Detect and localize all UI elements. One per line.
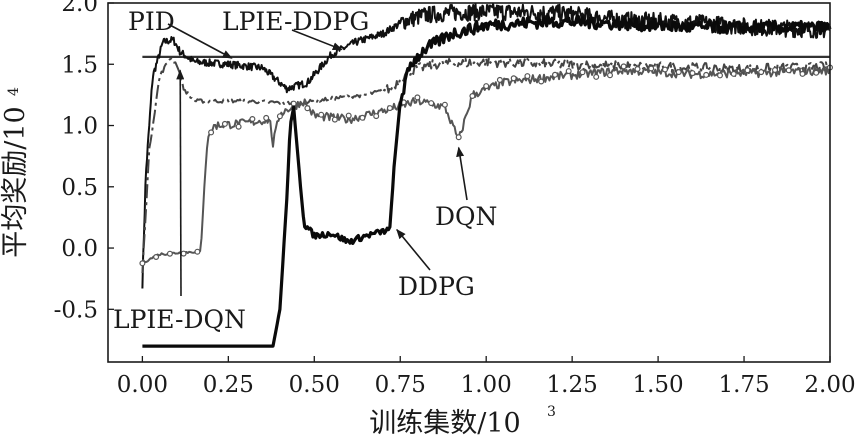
series-marker xyxy=(166,250,173,257)
x-tick-label: 0.50 xyxy=(289,372,340,398)
annotation-arrow xyxy=(167,23,233,59)
series-marker xyxy=(799,70,806,77)
series-marker xyxy=(386,105,393,112)
x-tick-label: 0.75 xyxy=(375,372,426,398)
y-tick-label: -0.5 xyxy=(54,297,98,323)
series-marker xyxy=(483,83,490,90)
annotation-label: DQN xyxy=(435,202,497,231)
series-marker xyxy=(276,113,283,120)
series-marker xyxy=(180,250,187,257)
annotation-arrow xyxy=(176,69,185,297)
series-marker xyxy=(771,66,778,73)
series-marker xyxy=(661,66,668,73)
annotation-ddpg: DDPG xyxy=(396,228,475,301)
series-marker xyxy=(703,71,710,78)
axis-layer: 0.00 0.25 0.50 0.75 1.00 1.25 1.50 1.75 2.00 -0.5… xyxy=(54,0,856,398)
series-marker xyxy=(359,114,366,121)
series-marker xyxy=(510,75,517,82)
series-marker xyxy=(331,116,338,123)
y-tick-label: 0.5 xyxy=(61,175,98,201)
series-marker xyxy=(373,113,380,120)
series-marker xyxy=(318,111,325,118)
y-tick-label: 1.5 xyxy=(61,52,98,78)
series-marker xyxy=(648,65,655,72)
series-marker xyxy=(524,73,531,80)
series-marker xyxy=(221,120,228,127)
x-tick-label: 1.75 xyxy=(718,372,769,398)
series-marker xyxy=(730,70,737,77)
annotation-arrow xyxy=(456,146,468,201)
series-line xyxy=(141,2,831,289)
series-marker xyxy=(441,101,448,108)
y-tick-label: 2.0 xyxy=(61,0,98,17)
annotation-lpie-dqn: LPIE-DQN xyxy=(113,69,246,334)
x-tick-label: 2.00 xyxy=(804,372,855,398)
series-lpie-dqn xyxy=(141,56,831,274)
x-tick-label: 1.25 xyxy=(547,372,598,398)
series-marker xyxy=(469,92,476,99)
annotation-pid: PID xyxy=(128,7,233,59)
y-axis-exponent: 4 xyxy=(6,87,22,96)
x-tick-label: 0.00 xyxy=(117,372,168,398)
x-axis-title: 训练集数/10 xyxy=(369,408,520,439)
series-marker xyxy=(153,254,160,261)
x-axis-exponent: 3 xyxy=(547,404,556,420)
x-tick-label: 1.50 xyxy=(632,372,683,398)
series-marker xyxy=(579,69,586,76)
series-lpie-ddpg xyxy=(141,2,831,289)
series-line xyxy=(141,56,831,274)
series-marker xyxy=(194,248,201,255)
series-marker xyxy=(620,63,627,70)
y-tick-label: 1.0 xyxy=(61,114,98,140)
annotation-lpie-ddpg: LPIE-DDPG xyxy=(222,7,369,51)
series-marker xyxy=(235,123,242,130)
series-line xyxy=(141,65,831,264)
series-marker xyxy=(785,67,792,74)
series-marker xyxy=(606,72,613,79)
series-marker xyxy=(538,78,545,85)
plot-frame xyxy=(107,2,831,363)
series-marker xyxy=(290,100,297,107)
series-marker xyxy=(551,71,558,78)
series-dqn xyxy=(139,63,833,267)
series-marker xyxy=(565,68,572,75)
annotation-label: LPIE-DQN xyxy=(113,305,246,334)
x-tick-label: 1.00 xyxy=(461,372,512,398)
series-marker xyxy=(304,105,311,112)
y-axis-title: 平均奖励/10 xyxy=(0,106,31,257)
x-tick-label: 0.25 xyxy=(203,372,254,398)
series-marker xyxy=(455,134,462,141)
series-marker xyxy=(689,70,696,77)
annotation-label: PID xyxy=(128,7,175,36)
series-marker xyxy=(208,129,215,136)
series-layer xyxy=(139,2,833,348)
series-marker xyxy=(263,114,270,121)
annotation-label: LPIE-DDPG xyxy=(222,7,369,36)
annotation-dqn: DQN xyxy=(435,146,497,231)
series-marker xyxy=(345,112,352,119)
series-marker xyxy=(414,94,421,101)
series-marker xyxy=(593,73,600,80)
series-marker xyxy=(744,67,751,74)
series-marker xyxy=(675,69,682,76)
annotation-label: DDPG xyxy=(398,272,475,301)
annotation-arrow xyxy=(291,29,343,51)
series-marker xyxy=(249,115,256,122)
series-marker xyxy=(716,72,723,79)
series-marker xyxy=(428,100,435,107)
annotation-arrow xyxy=(396,228,431,271)
series-marker xyxy=(758,69,765,76)
series-marker xyxy=(139,260,146,267)
series-line xyxy=(142,14,832,348)
series-marker xyxy=(496,76,503,83)
series-marker xyxy=(634,65,641,72)
series-marker xyxy=(813,69,820,76)
annotation-layer: PID LPIE-DDPG LPIE-DQN DQN DDPG xyxy=(113,7,497,334)
series-ddpg xyxy=(142,14,832,348)
y-tick-label: 0.0 xyxy=(61,236,98,262)
